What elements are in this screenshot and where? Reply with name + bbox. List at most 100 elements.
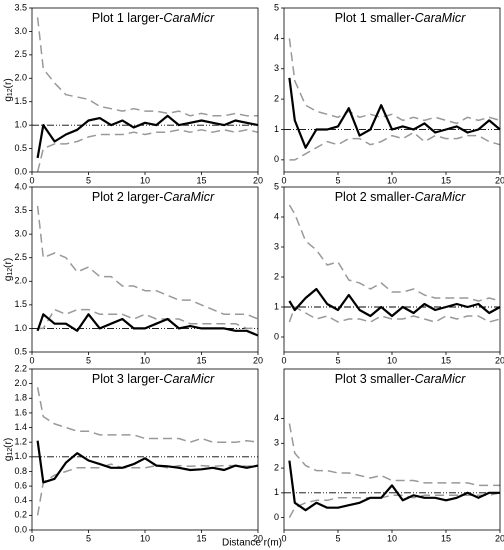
- title-species: CaraMicr: [163, 372, 215, 386]
- y-tick-label: 0.0: [14, 166, 27, 176]
- panel-title: Plot 1 larger-CaraMicr: [92, 11, 215, 25]
- panel-title: Plot 2 larger-CaraMicr: [92, 190, 215, 204]
- y-tick-label: 4: [274, 33, 279, 43]
- series-line: [36, 205, 259, 320]
- y-tick-label: 1.0: [14, 323, 27, 333]
- y-tick-label: 2.0: [14, 378, 27, 388]
- x-tick-label: 10: [140, 175, 150, 185]
- y-tick-label: 2.0: [14, 276, 27, 286]
- panel-title: Plot 3 smaller-CaraMicr: [335, 372, 466, 386]
- y-tick-label: 0.4: [14, 495, 27, 505]
- y-tick-label: 2.5: [14, 49, 27, 59]
- y-tick-label: 1: [274, 487, 279, 497]
- y-label-main: g: [3, 96, 14, 102]
- y-axis-label: g12(r): [3, 438, 14, 461]
- x-tick-label: 5: [86, 175, 91, 185]
- y-tick-label: 1.0: [14, 451, 27, 461]
- x-tick-label: 20: [495, 175, 504, 185]
- y-tick-label: 0: [274, 154, 279, 164]
- x-tick-label: 10: [387, 175, 397, 185]
- title-species: CaraMicr: [415, 372, 467, 386]
- y-tick-label: 4: [274, 413, 279, 423]
- y-tick-label: 2: [274, 271, 279, 281]
- series-line: [288, 77, 501, 149]
- title-text: Plot 2 larger-: [92, 190, 164, 204]
- x-tick-label: 0: [281, 175, 286, 185]
- series-line: [36, 313, 259, 337]
- y-tick-label: 0: [274, 512, 279, 522]
- series-line: [288, 306, 501, 323]
- x-tick-label: 20: [253, 533, 263, 543]
- series-line: [288, 460, 500, 512]
- x-tick-label: 10: [140, 533, 150, 543]
- series-line: [36, 114, 259, 159]
- plot-frame: [283, 186, 501, 353]
- x-tick-label: 5: [335, 533, 340, 543]
- series-line: [289, 131, 501, 161]
- x-tick-label: 15: [441, 533, 451, 543]
- y-tick-label: 3.5: [14, 2, 27, 12]
- y-tick-label: 1: [274, 124, 279, 134]
- y-tick-label: 5: [274, 181, 279, 191]
- title-text: Plot 1 larger-: [92, 11, 164, 25]
- x-tick-label: 5: [335, 355, 340, 365]
- y-tick-label: 3.0: [14, 26, 27, 36]
- x-tick-label: 10: [140, 355, 150, 365]
- x-tick-label: 5: [86, 533, 91, 543]
- y-tick-label: 1.5: [14, 299, 27, 309]
- y-tick-label: 2.2: [14, 363, 27, 373]
- series-line: [36, 387, 259, 443]
- x-tick-label: 0: [29, 533, 34, 543]
- series-line: [288, 423, 500, 487]
- x-tick-label: 15: [441, 175, 451, 185]
- y-tick-label: 3: [274, 241, 279, 251]
- x-tick-label: 20: [495, 355, 504, 365]
- y-tick-label: 4: [274, 211, 279, 221]
- title-species: CaraMicr: [415, 11, 467, 25]
- series-line: [36, 17, 258, 117]
- series-line: [288, 38, 501, 125]
- y-tick-label: 0.2: [14, 510, 27, 520]
- y-tick-label: 0.5: [14, 346, 27, 356]
- y-tick-label: 0.0: [14, 524, 27, 534]
- title-text: Plot 3 smaller-: [335, 372, 415, 386]
- x-tick-label: 20: [253, 175, 263, 185]
- y-label-suffix: (r): [3, 438, 14, 448]
- title-species: CaraMicr: [415, 190, 467, 204]
- x-tick-label: 15: [196, 533, 206, 543]
- y-tick-label: 3: [274, 438, 279, 448]
- y-tick-label: 0.6: [14, 480, 27, 490]
- y-tick-label: 2.5: [14, 252, 27, 262]
- title-species: CaraMicr: [163, 190, 215, 204]
- y-tick-label: 1.5: [14, 96, 27, 106]
- title-text: Plot 2 smaller-: [335, 190, 415, 204]
- x-tick-label: 20: [495, 533, 504, 543]
- series-line: [37, 308, 258, 330]
- y-tick-label: 1.8: [14, 393, 27, 403]
- x-axis-label: Distance r(m): [222, 538, 282, 549]
- series-line: [288, 204, 501, 302]
- x-tick-label: 15: [196, 175, 206, 185]
- x-tick-label: 15: [441, 355, 451, 365]
- x-tick-label: 0: [29, 355, 34, 365]
- y-tick-label: 3.5: [14, 205, 27, 215]
- x-tick-label: 15: [196, 355, 206, 365]
- y-axis-label: g12(r): [3, 258, 14, 281]
- panel-title: Plot 3 larger-CaraMicr: [92, 372, 215, 386]
- y-tick-label: 0: [274, 331, 279, 341]
- y-label-suffix: (r): [3, 78, 14, 88]
- title-text: Plot 3 larger-: [92, 372, 164, 386]
- panel-title: Plot 2 smaller-CaraMicr: [335, 190, 466, 204]
- y-tick-label: 0.5: [14, 143, 27, 153]
- series-line: [288, 287, 501, 318]
- y-tick-label: 1.4: [14, 422, 27, 432]
- x-tick-label: 0: [281, 533, 286, 543]
- y-tick-label: 1.0: [14, 120, 27, 130]
- y-label-suffix: (r): [3, 258, 14, 268]
- y-tick-label: 4.0: [14, 181, 27, 191]
- y-tick-label: 2: [274, 462, 279, 472]
- y-tick-label: 5: [274, 2, 279, 12]
- panel-title: Plot 1 smaller-CaraMicr: [335, 11, 466, 25]
- y-tick-label: 2: [274, 93, 279, 103]
